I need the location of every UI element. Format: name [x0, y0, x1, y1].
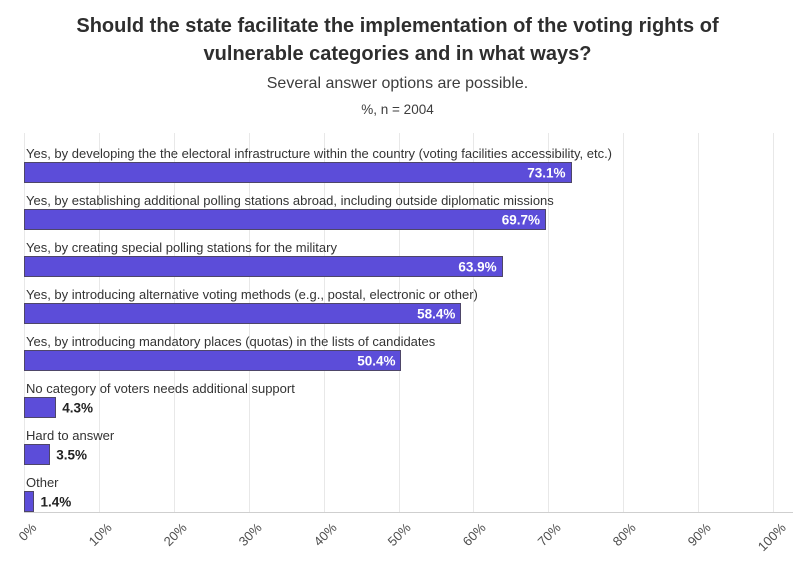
- x-axis-line: [24, 512, 793, 513]
- gridline-90%: [698, 133, 700, 512]
- bar: 50.4%: [24, 350, 402, 371]
- bar-row: No category of voters needs additional s…: [24, 381, 773, 428]
- x-tick-label: 90%: [684, 520, 714, 550]
- value-label: 1.4%: [40, 494, 72, 509]
- category-label: Yes, by creating special polling station…: [26, 240, 337, 255]
- category-label: Yes, by introducing alternative voting m…: [26, 287, 478, 302]
- x-tick-label: 30%: [235, 520, 265, 550]
- x-tick-label: 100%: [754, 520, 789, 555]
- x-tick-label: 40%: [310, 520, 340, 550]
- gridline-100%: [773, 133, 774, 512]
- gridline-80%: [623, 133, 625, 512]
- value-label: 4.3%: [62, 400, 93, 415]
- x-tick-label: 50%: [385, 520, 415, 550]
- bar: 73.1%: [24, 162, 572, 183]
- plot-area: Yes, by developing the the electoral inf…: [16, 133, 793, 575]
- category-label: No category of voters needs additional s…: [26, 381, 295, 396]
- value-label: 69.7%: [501, 212, 541, 227]
- chart-header: Should the state facilitate the implemen…: [0, 12, 795, 117]
- category-label: Hard to answer: [26, 428, 115, 443]
- value-label: 50.4%: [357, 353, 396, 368]
- value-label: 73.1%: [527, 165, 566, 180]
- value-label: 63.9%: [458, 259, 497, 274]
- category-label: Yes, by establishing additional polling …: [26, 193, 554, 208]
- bar-row: Hard to answer 3.5%: [24, 428, 773, 475]
- category-label: Other: [26, 475, 59, 490]
- x-tick-label: 20%: [160, 520, 190, 550]
- category-label: Yes, by developing the the electoral inf…: [26, 146, 613, 161]
- chart-title: Should the state facilitate the implemen…: [76, 15, 719, 65]
- x-tick-label: 60%: [459, 520, 489, 550]
- x-tick-label: 0%: [15, 520, 40, 544]
- gridline-70%: [548, 133, 550, 512]
- x-tick-label: 70%: [534, 520, 564, 550]
- bar-row: Yes, by introducing mandatory places (qu…: [24, 334, 773, 381]
- x-axis-ticks: 0% 10% 20% 30% 40% 50% 60% 70% 80% 90% 100%: [16, 519, 789, 575]
- value-label: 58.4%: [417, 306, 456, 321]
- bar-rows: Yes, by developing the the electoral inf…: [24, 133, 773, 512]
- gridline-60%: [473, 133, 475, 512]
- value-label: 3.5%: [56, 447, 87, 462]
- bar: 1.4%: [24, 491, 71, 512]
- bar-row: Yes, by creating special polling station…: [24, 240, 773, 287]
- bar: 69.7%: [24, 209, 547, 230]
- sample-size-note: %, n = 2004: [361, 102, 434, 117]
- bar: 3.5%: [24, 444, 87, 465]
- bar: 4.3%: [24, 397, 93, 418]
- bar-row: Other 1.4%: [24, 475, 773, 512]
- bar-row: Yes, by introducing alternative voting m…: [24, 287, 773, 334]
- bar: 58.4%: [24, 303, 462, 324]
- x-tick-label: 10%: [85, 520, 115, 550]
- x-tick-label: 80%: [609, 520, 639, 550]
- chart-subtitle: Several answer options are possible.: [266, 75, 529, 92]
- bar: 63.9%: [24, 256, 503, 277]
- category-label: Yes, by introducing mandatory places (qu…: [26, 334, 436, 349]
- bar-row: Yes, by establishing additional polling …: [24, 193, 773, 240]
- bar-row: Yes, by developing the the electoral inf…: [24, 146, 773, 193]
